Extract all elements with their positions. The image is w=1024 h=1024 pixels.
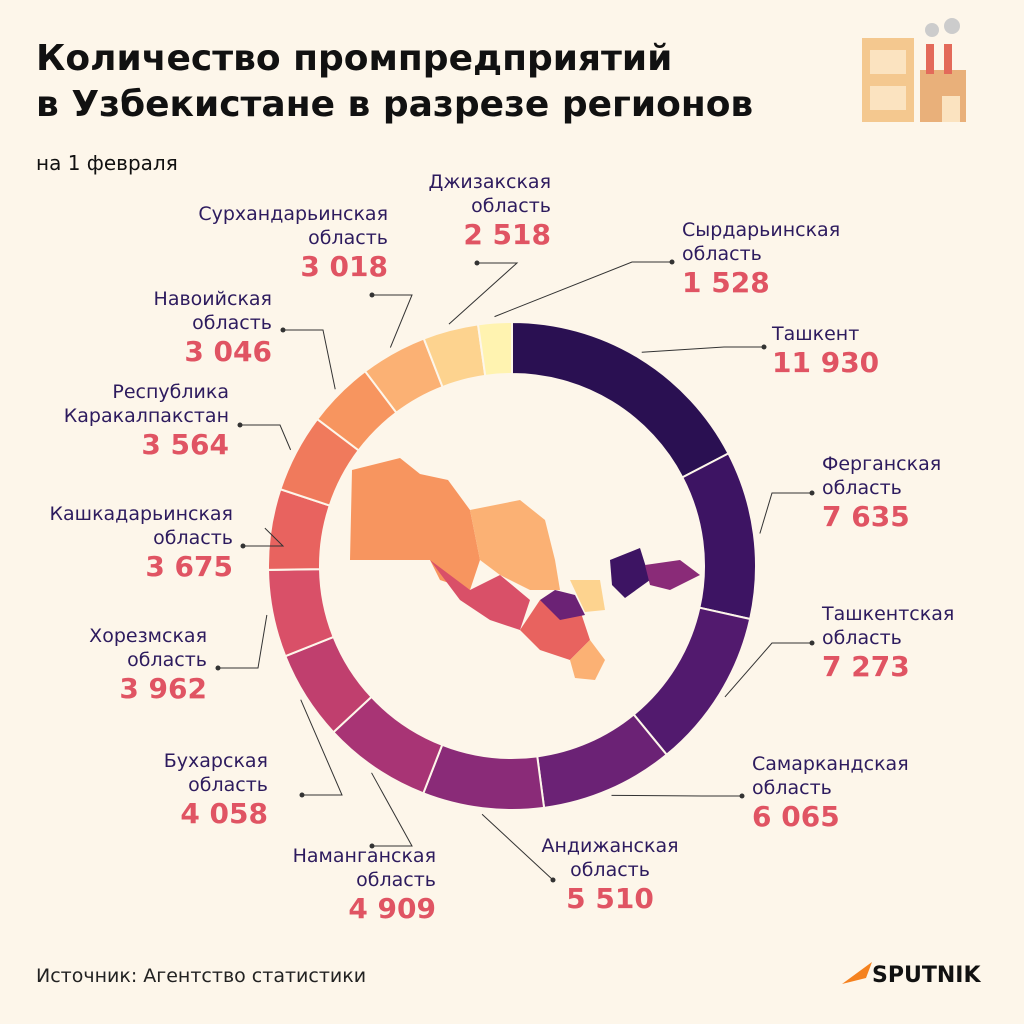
leader-line — [300, 699, 343, 796]
source: Источник: Агентство статистики — [36, 965, 366, 987]
leader-dot — [550, 877, 556, 883]
leader-line — [641, 346, 764, 353]
leader-line — [759, 492, 812, 534]
value-label: 2 518 — [463, 218, 551, 251]
leader-line — [372, 294, 413, 348]
region-label: Кашкадарьинская область — [50, 503, 233, 549]
title-line: в Узбекистане в разрезе регионов — [36, 84, 753, 125]
value-label: 1 528 — [682, 266, 770, 299]
value-label: 5 510 — [566, 882, 654, 915]
region-label: Наманганская область — [293, 845, 436, 891]
leader-dot — [474, 260, 480, 266]
logo-mark — [842, 962, 872, 984]
leader-dot — [299, 792, 305, 798]
leader-line — [218, 614, 268, 669]
value-label: 4 909 — [348, 892, 436, 925]
leader-dot — [237, 422, 243, 428]
leader-line — [724, 642, 812, 698]
region-label: Хорезмская область — [89, 625, 207, 671]
region-label: Навоийская область — [154, 288, 272, 334]
factory-icon — [862, 18, 966, 122]
leader-dot — [669, 259, 675, 265]
leader-line — [494, 261, 672, 318]
leader-dot — [215, 665, 221, 671]
leader-line — [283, 329, 336, 390]
leader-line — [481, 813, 554, 881]
region-label: Джизакская область — [428, 171, 551, 217]
leader-line — [448, 262, 519, 325]
value-label: 7 635 — [822, 500, 910, 533]
leader-dot — [240, 543, 246, 549]
leader-line — [243, 527, 285, 547]
region-label: Самаркандская область — [752, 753, 909, 799]
donut-segment — [476, 320, 513, 378]
region-label: Андижанская область — [541, 835, 678, 881]
leader-dot — [761, 344, 767, 350]
value-label: 11 930 — [772, 346, 879, 379]
region-label: Сурхандарьинская область — [198, 203, 388, 249]
region-label: Республика Каракалпакстан — [64, 381, 229, 427]
leader-dot — [369, 292, 375, 298]
leader-dot — [809, 640, 815, 646]
value-label: 6 065 — [752, 800, 840, 833]
leader-line — [240, 424, 292, 451]
region-label: Сырдарьинская область — [682, 219, 840, 265]
leader-dot — [280, 327, 286, 333]
value-label: 3 962 — [119, 672, 207, 705]
value-label: 3 564 — [141, 428, 229, 461]
leader-line — [611, 794, 742, 797]
value-label: 3 675 — [145, 550, 233, 583]
region-label: Ташкент — [771, 323, 859, 345]
leader-dot — [739, 793, 745, 799]
region-label: Ферганская область — [822, 453, 941, 499]
title-line: Количество промпредприятий — [36, 38, 672, 79]
leader-line — [371, 772, 413, 847]
value-label: 7 273 — [822, 650, 910, 683]
leader-dot — [369, 843, 375, 849]
value-label: 3 018 — [300, 250, 388, 283]
uzbekistan-map — [350, 458, 700, 680]
value-label: 4 058 — [180, 797, 268, 830]
leader-dot — [809, 490, 815, 496]
region-label: Ташкентская область — [821, 603, 954, 649]
value-label: 3 046 — [184, 335, 272, 368]
logo: SPUTNIK — [872, 963, 981, 988]
subtitle: на 1 февраля — [36, 151, 178, 175]
region-label: Бухарская область — [164, 750, 268, 796]
